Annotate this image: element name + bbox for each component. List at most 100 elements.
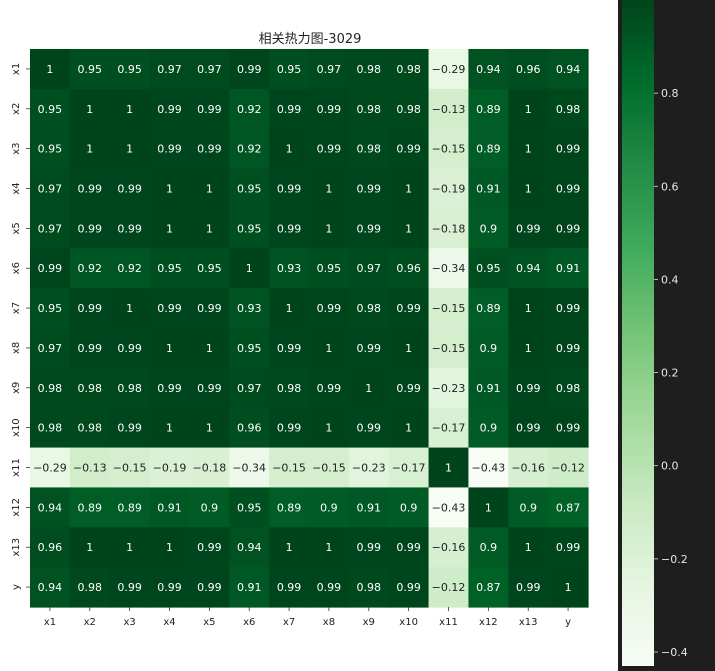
heatmap-cell xyxy=(69,168,111,210)
cell-value-label: 0.99 xyxy=(556,183,581,196)
heatmap-cell xyxy=(109,487,151,528)
heatmap-cell xyxy=(189,168,230,210)
heatmap-cell xyxy=(149,248,191,289)
cell-value-label: 0.99 xyxy=(516,382,541,395)
cell-value-label: 1 xyxy=(246,262,253,275)
heatmap-cell xyxy=(428,248,470,289)
colorbar: 0.8 0.6 0.4 0.2 0.0 −0.2 −0.4 xyxy=(622,0,688,666)
x-tick-label: x6 xyxy=(243,617,255,628)
heatmap-cell xyxy=(348,208,390,249)
cell-value-label: 0.94 xyxy=(38,581,63,594)
cell-value-label: 0.98 xyxy=(38,422,63,435)
cell-value-label: 0.93 xyxy=(277,262,302,275)
heatmap-cell xyxy=(30,288,71,329)
y-tick-label: x5 xyxy=(11,222,22,234)
heatmap-cell xyxy=(508,49,549,90)
cell-value-label: 0.95 xyxy=(197,262,222,275)
x-tick-label: x11 xyxy=(439,617,458,628)
cell-value-label: 0.91 xyxy=(476,183,501,196)
heatmap-cell xyxy=(508,208,549,249)
heatmap-cell xyxy=(388,527,430,568)
cell-value-label: 0.9 xyxy=(480,222,498,235)
heatmap-cell xyxy=(388,288,430,329)
heatmap-cell xyxy=(309,328,350,369)
cell-value-label: 1 xyxy=(325,222,332,235)
colorbar-tick-label: 0.6 xyxy=(661,180,679,193)
heatmap-cell xyxy=(229,248,270,289)
cell-value-label: 0.99 xyxy=(277,222,302,235)
heatmap-cell xyxy=(269,447,310,489)
heatmap-cell xyxy=(69,288,111,329)
cell-value-label: −0.15 xyxy=(113,462,147,475)
cell-value-label: 1 xyxy=(525,342,532,355)
heatmap-cell xyxy=(30,49,71,90)
y-tick-label: x8 xyxy=(11,342,22,354)
cell-value-label: 1 xyxy=(445,462,452,475)
cell-value-label: 1 xyxy=(206,342,213,355)
cell-value-label: 0.98 xyxy=(396,103,421,116)
heatmap-cell xyxy=(468,248,509,289)
cell-value-label: −0.13 xyxy=(432,103,466,116)
cell-value-label: 0.99 xyxy=(277,581,302,594)
heatmap-cell xyxy=(30,527,71,568)
cell-value-label: 0.97 xyxy=(157,63,182,76)
cell-value-label: 0.98 xyxy=(78,382,103,395)
cell-value-label: 0.95 xyxy=(157,262,182,275)
x-tick-label: x2 xyxy=(84,617,96,628)
chart-title: 相关热力图-3029 xyxy=(259,32,362,47)
heatmap-cell xyxy=(508,248,549,289)
cell-value-label: 0.9 xyxy=(519,501,537,514)
heatmap-cell xyxy=(508,168,549,210)
cell-value-label: −0.18 xyxy=(432,222,466,235)
cell-value-label: 0.89 xyxy=(476,103,501,116)
cell-value-label: 1 xyxy=(166,183,173,196)
heatmap-cell xyxy=(149,128,191,170)
heatmap-cell xyxy=(309,367,350,409)
heatmap-cell xyxy=(508,447,549,489)
cell-value-label: 1 xyxy=(46,63,53,76)
cell-value-label: 1 xyxy=(525,302,532,315)
heatmap-cell xyxy=(309,527,350,568)
x-tick-label: x10 xyxy=(399,617,418,628)
cell-value-label: 0.99 xyxy=(357,342,382,355)
cell-value-label: 1 xyxy=(405,342,412,355)
heatmap-cell xyxy=(149,49,191,90)
y-tick-label: x4 xyxy=(11,182,22,194)
cell-value-label: 0.99 xyxy=(78,342,103,355)
heatmap-cell xyxy=(229,527,270,568)
heatmap-cell xyxy=(229,487,270,528)
heatmap-cell xyxy=(428,288,470,329)
heatmap-cell xyxy=(428,88,470,130)
heatmap-cell xyxy=(149,168,191,210)
heatmap-cell xyxy=(348,328,390,369)
heatmap-cell xyxy=(428,128,470,170)
cell-value-label: −0.29 xyxy=(33,462,67,475)
y-tick-label: x3 xyxy=(11,142,22,154)
cell-value-label: 0.99 xyxy=(357,422,382,435)
heatmap-cell xyxy=(309,447,350,489)
cell-value-label: 0.99 xyxy=(556,342,581,355)
heatmap-cell xyxy=(309,168,350,210)
cell-value-label: 0.98 xyxy=(556,382,581,395)
y-tick-label: x9 xyxy=(11,382,22,394)
cell-value-label: 0.98 xyxy=(78,422,103,435)
cell-value-label: 0.99 xyxy=(197,581,222,594)
cell-value-label: 0.91 xyxy=(556,262,581,275)
cell-value-label: 0.92 xyxy=(237,143,262,156)
heatmap-cell xyxy=(189,49,230,90)
heatmap-cell xyxy=(69,248,111,289)
heatmap-cell xyxy=(69,208,111,249)
cell-value-label: 0.96 xyxy=(237,422,262,435)
heatmap-cell xyxy=(548,49,589,90)
cell-value-label: 0.94 xyxy=(476,63,501,76)
cell-value-label: 0.98 xyxy=(357,103,382,116)
cell-value-label: 0.98 xyxy=(357,302,382,315)
heatmap-cell xyxy=(309,487,350,528)
heatmap-cell xyxy=(548,288,589,329)
cell-value-label: −0.43 xyxy=(432,501,466,514)
cell-value-label: 0.92 xyxy=(237,103,262,116)
y-axis-ticks: x1 x2 x3 x4 x5 x6 x7 x8 x9 x10 x11 x12 x13 y xyxy=(11,63,30,590)
heatmap-cell xyxy=(149,367,191,409)
heatmap-cell xyxy=(229,208,270,249)
x-tick-label: x13 xyxy=(519,617,538,628)
